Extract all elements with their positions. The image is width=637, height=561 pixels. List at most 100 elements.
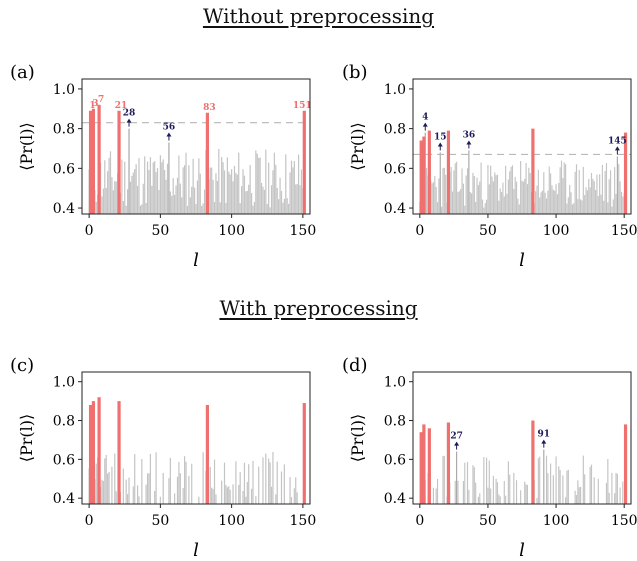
bar-other <box>144 156 146 214</box>
bar-other <box>145 203 147 214</box>
bar-other <box>571 204 573 214</box>
bar-other <box>525 162 527 214</box>
y-tick-label: 0.4 <box>53 201 75 217</box>
bar-other <box>289 172 291 214</box>
bar-other <box>547 473 549 504</box>
bar-other <box>559 469 561 504</box>
y-axis-label: ⟨Pr(l)⟩ <box>17 122 36 171</box>
bar-other <box>515 181 518 214</box>
bar-other <box>496 482 499 504</box>
y-tick-label: 0.8 <box>384 122 406 138</box>
bar-other <box>580 199 582 214</box>
bar-other <box>268 458 270 504</box>
bar-other <box>597 478 599 504</box>
bar-other <box>451 191 454 214</box>
bar-other <box>487 164 489 214</box>
bar-other <box>562 475 564 504</box>
bar-other <box>111 466 113 504</box>
bar-other <box>442 168 444 214</box>
bar-other <box>506 193 508 214</box>
bar-other <box>171 195 173 214</box>
bar-other <box>295 184 297 214</box>
bar-other <box>114 453 116 504</box>
bar-other <box>290 497 293 504</box>
bar-other <box>507 179 509 214</box>
bar-highlighted <box>531 420 535 504</box>
bar-other <box>526 484 529 504</box>
bar-other <box>199 173 201 214</box>
bar-other <box>525 484 527 504</box>
bar-annotated <box>616 156 618 214</box>
bar-other <box>104 160 106 214</box>
bar-other <box>296 492 298 504</box>
bar-other <box>158 189 160 214</box>
bar-other <box>567 197 569 214</box>
bar-other <box>233 165 236 214</box>
bar-other <box>101 196 103 214</box>
bar-other <box>193 187 196 214</box>
bar-other <box>619 181 621 214</box>
bar-other <box>245 496 247 504</box>
bar-other <box>232 181 234 214</box>
bar-other <box>268 162 270 214</box>
bar-other <box>216 180 218 214</box>
bar-other <box>121 159 123 214</box>
bar-other <box>522 181 524 214</box>
bar-other <box>248 184 250 214</box>
bar-other <box>622 196 624 214</box>
bar-other <box>265 149 267 214</box>
bar-other <box>297 154 300 214</box>
panel-label: (b) <box>342 62 368 83</box>
bar-other <box>221 480 223 504</box>
bar-other <box>188 165 190 214</box>
bar-other <box>242 490 244 504</box>
x-tick-label: 150 <box>611 513 637 529</box>
bar-other <box>471 193 473 214</box>
bar-other <box>498 200 500 214</box>
x-tick-label: 0 <box>415 513 424 529</box>
bar-other <box>179 183 181 214</box>
bar-other <box>289 477 291 504</box>
bar-other <box>136 185 139 214</box>
bar-other <box>228 486 230 504</box>
bar-other <box>155 172 157 214</box>
bar-other <box>492 475 494 504</box>
bar-other <box>465 175 467 214</box>
bar-other <box>253 201 256 214</box>
bar-other <box>479 181 481 214</box>
panel-label: (d) <box>342 355 368 376</box>
bar-other <box>175 185 177 214</box>
bar-other <box>209 466 211 504</box>
bar-other <box>555 184 557 214</box>
bar-other <box>135 164 137 214</box>
y-tick-label: 0.8 <box>53 414 75 430</box>
bar-other <box>544 192 546 214</box>
bar-other <box>574 171 576 214</box>
bar-other <box>578 169 580 214</box>
bar-other <box>509 171 511 214</box>
bar-other <box>603 200 605 214</box>
y-tick-label: 0.8 <box>384 414 406 430</box>
annotation-arrowhead <box>166 132 172 137</box>
bar-other <box>151 185 153 214</box>
bar-other <box>229 489 231 504</box>
bar-other <box>462 183 464 214</box>
x-tick-label: 100 <box>543 513 570 529</box>
bar-other <box>162 472 164 504</box>
bar-other <box>475 201 477 214</box>
bar-other <box>188 475 190 504</box>
bar-other <box>246 481 248 504</box>
bar-other <box>172 178 174 214</box>
bar-other <box>556 194 559 214</box>
bar-other <box>185 461 187 504</box>
bar-other <box>487 487 489 504</box>
bar-highlighted <box>117 110 121 214</box>
bar-other <box>472 172 474 214</box>
bar-other <box>124 161 126 214</box>
bar-other <box>154 490 156 504</box>
bar-highlighted <box>205 112 209 214</box>
bar-other <box>131 175 133 214</box>
bar-other <box>213 459 216 504</box>
bar-other <box>229 174 231 214</box>
bar-other <box>142 183 144 214</box>
